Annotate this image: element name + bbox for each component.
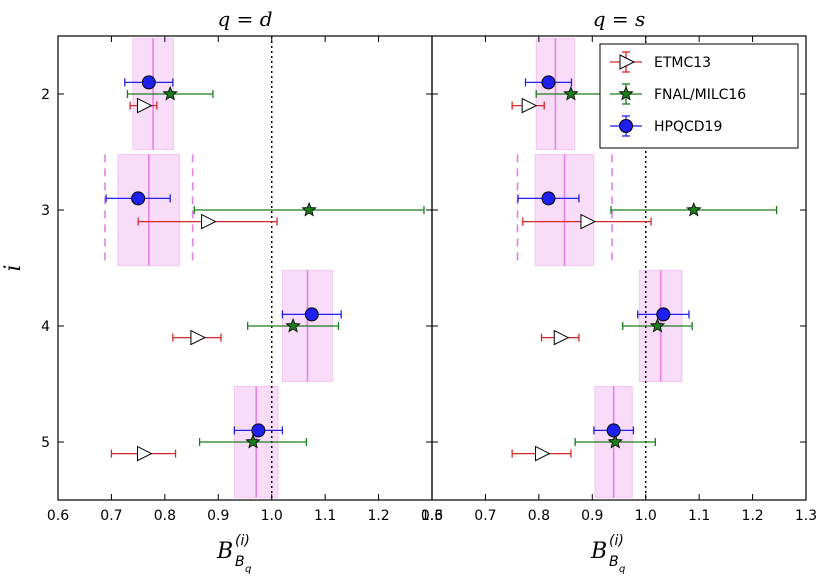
fnal-milc16-point-4 — [285, 317, 301, 333]
hpqcd19-point-3 — [541, 191, 556, 206]
x-tick-label: 0.7 — [474, 508, 496, 524]
x-tick-label: 1.2 — [741, 508, 763, 524]
etmc13-point-4 — [190, 329, 207, 346]
fnal-milc16-point-3 — [301, 201, 317, 217]
panel-frame — [431, 35, 807, 501]
etmc13-point-5 — [535, 445, 551, 462]
hpqcd19-point-5 — [251, 423, 266, 438]
x-tick-label: 0.8 — [154, 508, 176, 524]
legend: ETMC13 FNAL/MILC16 HPQCD19 — [599, 43, 799, 149]
hpqcd19-point-2 — [541, 75, 556, 90]
fnal-milc16-point-5 — [245, 433, 261, 449]
etmc13-point-2 — [521, 97, 538, 114]
legend-label-hpqcd19: HPQCD19 — [654, 119, 722, 135]
fnal-milc16-point-2 — [563, 85, 579, 101]
x-tick-label: 1.3 — [421, 508, 443, 524]
x-tick-label: 0.9 — [581, 508, 603, 524]
x-tick-label: 0.6 — [421, 508, 443, 524]
y-axis-label: i — [1, 264, 26, 271]
x-axis-label-sup: (i) — [609, 533, 624, 549]
x-tick-label: 1.2 — [367, 508, 389, 524]
etmc13-point-3 — [580, 213, 597, 230]
hpqcd19-point-5 — [606, 423, 621, 438]
legend-label-fnal-milc16: FNAL/MILC16 — [654, 87, 746, 103]
x-axis-label-subsub: q — [619, 564, 625, 575]
x-axis-label-sup: (i) — [235, 533, 250, 549]
x-tick-label: 0.8 — [528, 508, 550, 524]
x-tick-label: 0.6 — [47, 508, 69, 524]
hpqcd19-point-2 — [141, 75, 156, 90]
y-tick-label: 4 — [41, 319, 50, 335]
panel-title: q = d — [217, 7, 272, 31]
hpqcd19-point-4 — [304, 307, 319, 322]
fnal-milc16-point-5 — [607, 433, 623, 449]
etmc13-point-3 — [201, 213, 217, 230]
x-tick-label: 1.0 — [635, 508, 657, 524]
fnal-milc16-point-4 — [649, 317, 666, 333]
x-axis-label-sub: B — [235, 554, 245, 570]
x-tick-label: 0.7 — [100, 508, 122, 524]
x-tick-label: 1.3 — [795, 508, 817, 524]
etmc13-point-2 — [136, 97, 153, 114]
panel-q-s: 0.6 0.7 0.8 0.9 1.0 1.1 1.2 1.3q = sB (i)B q — [421, 7, 817, 575]
x-tick-label: 1.1 — [688, 508, 710, 524]
x-tick-label: 1.0 — [261, 508, 283, 524]
x-axis-label-sub: B — [609, 554, 619, 570]
legend-marker-hpqcd19 — [619, 119, 633, 133]
fnal-milc16-point-3 — [686, 201, 702, 217]
hpqcd19-point-3 — [131, 191, 146, 206]
hpqcd19-point-4 — [656, 307, 671, 322]
y-tick-label: 3 — [41, 203, 50, 219]
legend-marker-fnal-milc16 — [618, 85, 634, 101]
y-tick-label: 5 — [41, 435, 50, 451]
panel-title: q = s — [593, 7, 646, 31]
x-axis-label-subsub: q — [245, 564, 251, 575]
etmc13-point-5 — [136, 445, 153, 462]
x-axis-label: B — [590, 539, 607, 564]
legend-marker-etmc13 — [619, 54, 636, 70]
etmc13-point-4 — [553, 329, 570, 346]
fnal-milc16-point-2 — [162, 85, 178, 101]
y-tick-label: 2 — [41, 87, 50, 103]
x-tick-label: 1.1 — [314, 508, 336, 524]
legend-label-etmc13: ETMC13 — [654, 55, 711, 71]
x-tick-label: 0.9 — [207, 508, 229, 524]
x-axis-label: B — [216, 539, 233, 564]
